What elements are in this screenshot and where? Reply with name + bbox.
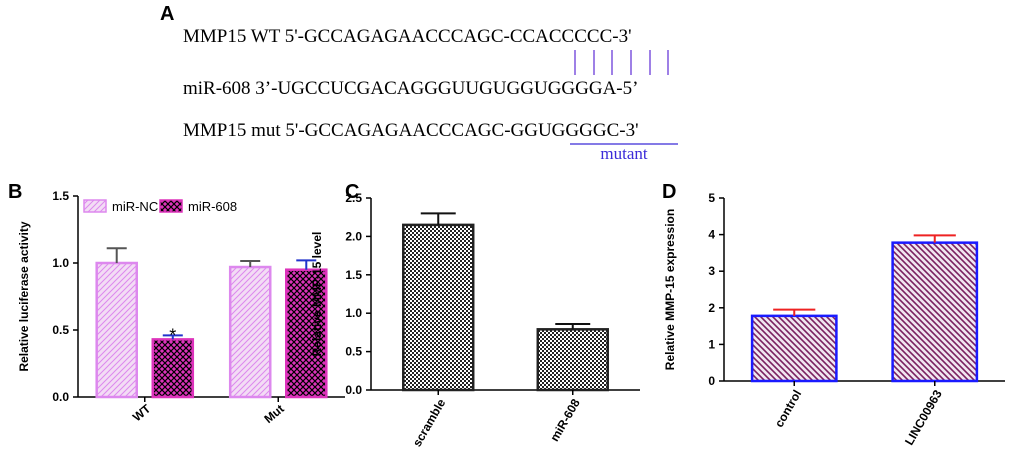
x-tick-label: WT	[130, 401, 154, 424]
error-bar	[555, 322, 591, 330]
y-tick-label: 3	[708, 264, 715, 278]
y-tick-label: 1	[708, 337, 715, 351]
panel-label: A	[160, 3, 174, 25]
sequence: MMP15 mut 5'-GCCAGAGAACCCAGC-GGUGGGGC-3'	[183, 120, 639, 141]
panel-label: B	[8, 181, 22, 203]
sequence: miR-608 3’-UGCCUCGACAGGGUUGUGGUGGGGA-5’	[183, 78, 638, 99]
legend-swatch	[83, 199, 107, 213]
y-tick-label: 5	[708, 191, 715, 205]
error-bar	[162, 334, 183, 340]
y-tick-label: 0.5	[345, 345, 362, 359]
bar	[285, 268, 328, 399]
y-tick-label: 2	[708, 301, 715, 315]
y-tick-label: 0.0	[345, 383, 362, 397]
sequence: MMP15 WT 5'-GCCAGAGAACCCAGC-CCACCCCC-3'	[183, 26, 632, 47]
error-bar	[773, 308, 816, 316]
y-tick-label: 0	[708, 374, 715, 388]
bar	[151, 338, 195, 399]
y-tick-label: 0.5	[52, 323, 69, 337]
bar	[536, 328, 609, 392]
error-bar	[913, 234, 956, 243]
bar	[228, 265, 272, 399]
legend-label: miR-NC	[112, 199, 158, 214]
y-axis-label: Relative MMP-15 expression	[663, 209, 677, 370]
x-tick-label: Mut	[261, 402, 286, 426]
y-tick-label: 2.0	[345, 229, 362, 243]
panel-label: D	[662, 181, 676, 203]
legend-label: miR-608	[188, 199, 237, 214]
error-bar	[296, 259, 317, 270]
bar	[891, 241, 979, 383]
x-tick-label: control	[772, 388, 804, 430]
mutant-label: mutant	[600, 144, 647, 163]
y-tick-label: 1.5	[345, 268, 362, 282]
y-tick-label: 0.0	[52, 390, 69, 404]
x-tick-label: miR-608	[547, 396, 583, 444]
y-axis-label: Relative luciferase activity	[17, 221, 31, 371]
error-bar	[106, 247, 127, 263]
y-tick-label: 4	[708, 228, 715, 242]
pairing-lines	[574, 50, 669, 75]
bar	[750, 314, 838, 383]
y-tick-label: 2.5	[345, 191, 362, 205]
y-tick-label: 1.0	[345, 306, 362, 320]
y-tick-label: 1.5	[52, 189, 69, 203]
bar	[402, 223, 475, 392]
panel-label: C	[345, 181, 359, 203]
y-tick-label: 1.0	[52, 256, 69, 270]
x-tick-label: scramble	[410, 396, 449, 449]
error-bar	[240, 259, 261, 268]
x-tick-label: LINC00963	[902, 387, 945, 447]
bar	[95, 261, 138, 399]
annotation: *	[169, 325, 176, 345]
y-axis-label: Relative MMP-15 level	[310, 232, 324, 357]
legend-swatch	[159, 199, 183, 213]
error-bar	[420, 212, 456, 225]
